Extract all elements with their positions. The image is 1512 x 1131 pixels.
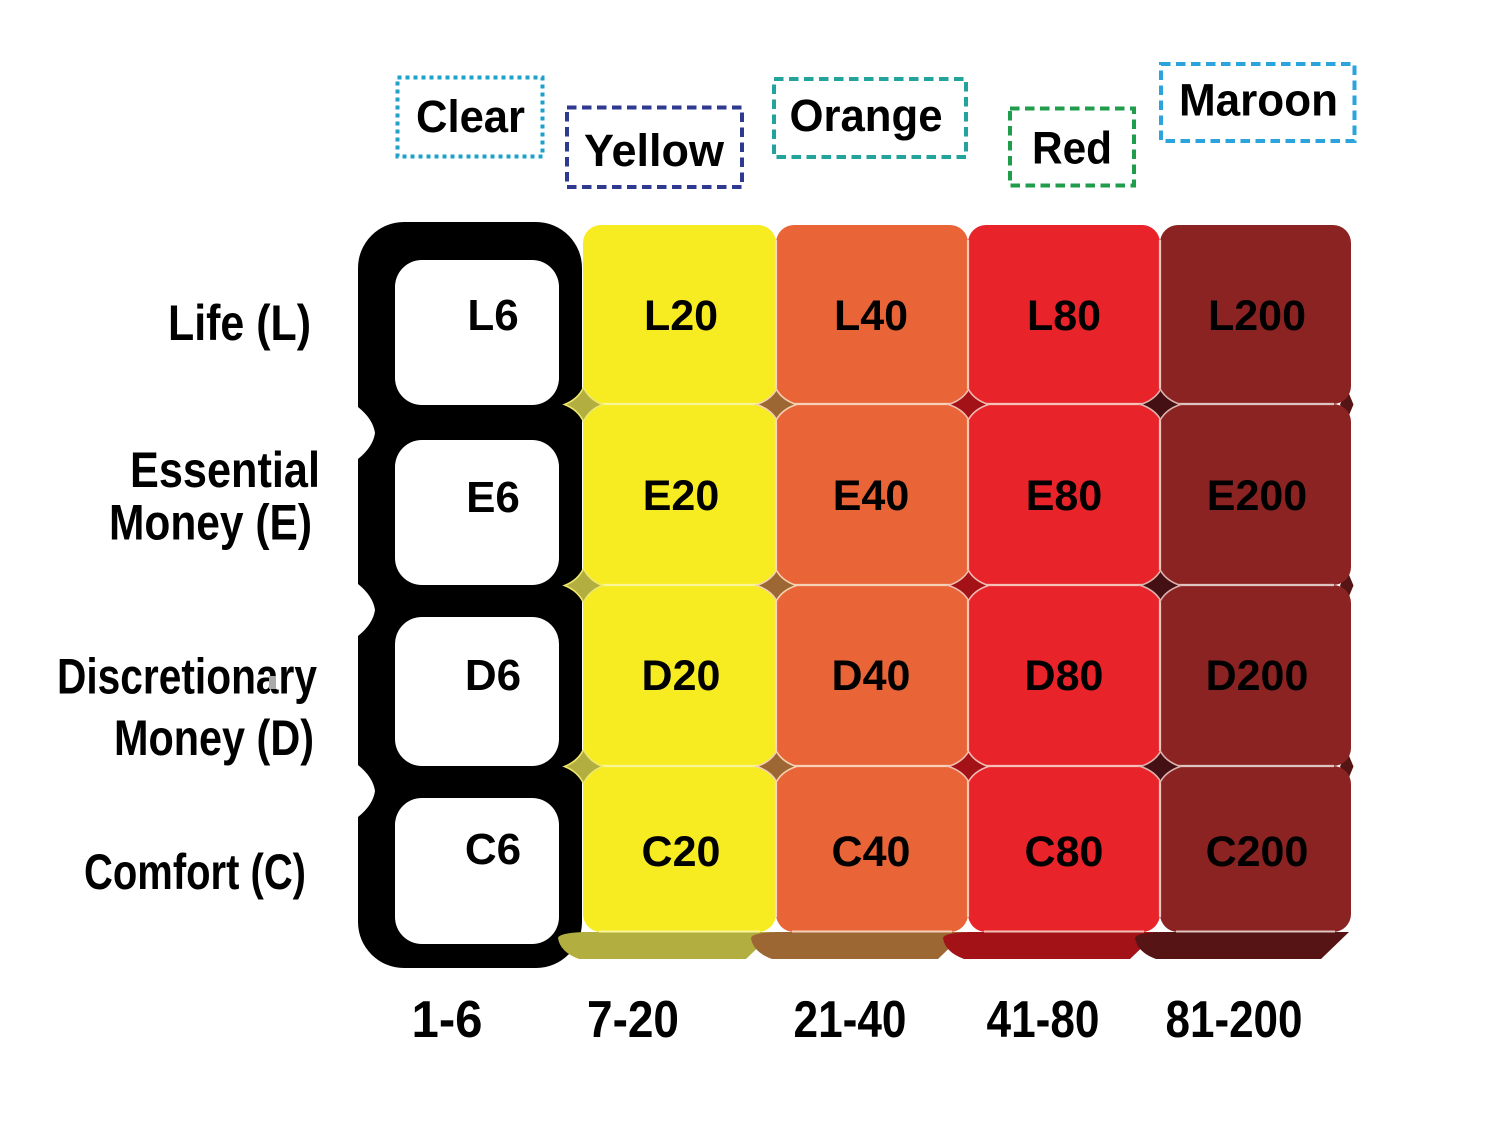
svg-text:41-80: 41-80 [987,991,1100,1049]
svg-text:Discretionary: Discretionary [57,649,317,705]
svg-text:C200: C200 [1206,828,1309,876]
svg-text:D20: D20 [642,652,721,700]
svg-text:E200: E200 [1207,472,1307,520]
svg-text:1-6: 1-6 [412,991,483,1049]
svg-text:L6: L6 [467,291,518,340]
svg-text:E6: E6 [466,473,520,522]
svg-text:Clear: Clear [416,91,525,142]
svg-text:21-40: 21-40 [794,991,907,1049]
svg-text:L200: L200 [1208,292,1306,340]
svg-text:D200: D200 [1206,652,1309,700]
svg-text:L80: L80 [1027,292,1101,340]
svg-text:C6: C6 [465,825,521,874]
svg-text:Money (E): Money (E) [109,495,312,551]
svg-text:E40: E40 [833,472,910,520]
svg-text:Orange: Orange [790,90,943,141]
svg-text:Red: Red [1032,123,1112,174]
svg-text:C20: C20 [642,828,721,876]
svg-text:C80: C80 [1025,828,1104,876]
svg-text:L40: L40 [834,292,908,340]
svg-text:C40: C40 [832,828,911,876]
svg-text:Maroon: Maroon [1179,75,1338,126]
svg-text:7-20: 7-20 [587,991,679,1049]
svg-text:Life (L): Life (L) [168,295,311,351]
svg-text:E20: E20 [643,472,720,520]
svg-text:Comfort (C): Comfort (C) [84,844,306,900]
svg-text:Money (D): Money (D) [114,710,314,766]
svg-text:81-200: 81-200 [1166,991,1303,1049]
svg-text:Yellow: Yellow [584,125,725,176]
svg-text:D6: D6 [465,651,521,700]
svg-text:D80: D80 [1025,652,1104,700]
svg-text:L20: L20 [644,292,718,340]
svg-text:Essential: Essential [130,442,320,498]
svg-text:E80: E80 [1026,472,1103,520]
svg-text:D40: D40 [832,652,911,700]
